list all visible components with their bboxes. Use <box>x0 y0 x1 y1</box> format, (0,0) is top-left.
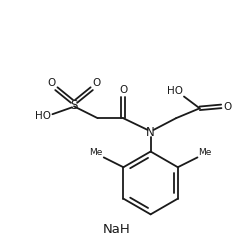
Text: HO: HO <box>36 111 51 121</box>
Text: NaH: NaH <box>102 222 130 235</box>
Text: N: N <box>146 126 155 139</box>
Text: O: O <box>93 77 101 87</box>
Text: O: O <box>223 102 231 112</box>
Text: Me: Me <box>198 148 212 157</box>
Text: S: S <box>70 99 78 111</box>
Text: Me: Me <box>89 148 103 157</box>
Text: HO: HO <box>167 85 183 95</box>
Text: O: O <box>119 84 127 94</box>
Text: O: O <box>47 77 55 87</box>
